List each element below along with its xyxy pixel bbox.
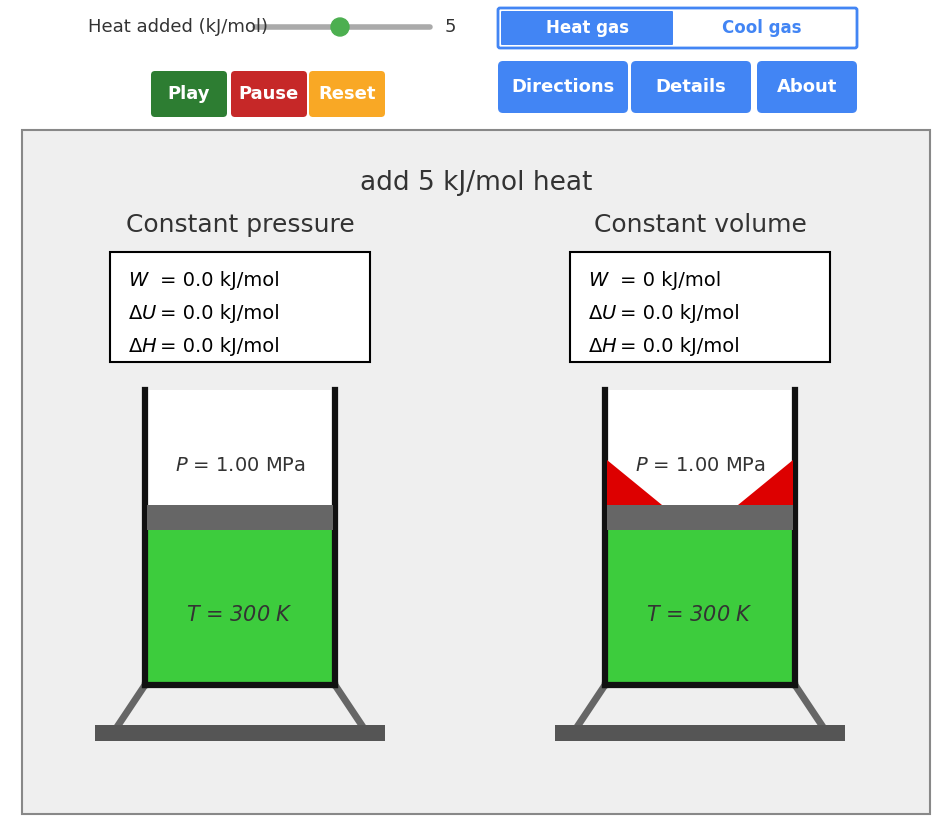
Text: $W$: $W$ xyxy=(588,270,610,289)
Text: $T$ = 300 K: $T$ = 300 K xyxy=(646,605,754,625)
Bar xyxy=(607,505,793,530)
Text: $\Delta U$: $\Delta U$ xyxy=(588,303,617,322)
FancyBboxPatch shape xyxy=(231,71,307,117)
Text: = 0 kJ/mol: = 0 kJ/mol xyxy=(620,270,722,289)
Polygon shape xyxy=(607,460,662,505)
Bar xyxy=(607,530,793,685)
Circle shape xyxy=(331,18,349,36)
Text: = 0.0 kJ/mol: = 0.0 kJ/mol xyxy=(160,270,280,289)
FancyBboxPatch shape xyxy=(309,71,385,117)
FancyBboxPatch shape xyxy=(22,130,930,814)
Bar xyxy=(607,390,793,685)
FancyBboxPatch shape xyxy=(570,252,830,362)
FancyBboxPatch shape xyxy=(501,11,673,45)
Text: 5: 5 xyxy=(445,18,457,36)
Text: Play: Play xyxy=(168,85,210,103)
Text: $P$ = 1.00 MPa: $P$ = 1.00 MPa xyxy=(635,456,765,475)
FancyBboxPatch shape xyxy=(110,252,370,362)
FancyBboxPatch shape xyxy=(151,71,227,117)
Text: Constant volume: Constant volume xyxy=(593,213,806,237)
Text: add 5 kJ/mol heat: add 5 kJ/mol heat xyxy=(360,170,592,196)
Text: $P$ = 1.00 MPa: $P$ = 1.00 MPa xyxy=(174,456,306,475)
Text: Cool gas: Cool gas xyxy=(723,19,802,37)
Text: Details: Details xyxy=(656,78,726,96)
Text: Heat gas: Heat gas xyxy=(545,19,628,37)
Text: $\Delta U$: $\Delta U$ xyxy=(128,303,157,322)
Text: Constant pressure: Constant pressure xyxy=(126,213,354,237)
Text: = 0.0 kJ/mol: = 0.0 kJ/mol xyxy=(160,336,280,355)
Text: $W$: $W$ xyxy=(128,270,149,289)
Text: $\Delta H$: $\Delta H$ xyxy=(588,336,618,355)
Polygon shape xyxy=(738,460,793,505)
Text: = 0.0 kJ/mol: = 0.0 kJ/mol xyxy=(620,303,740,322)
Text: Directions: Directions xyxy=(511,78,615,96)
Text: Heat added (kJ/mol): Heat added (kJ/mol) xyxy=(88,18,268,36)
Text: Reset: Reset xyxy=(318,85,376,103)
Bar xyxy=(147,390,333,685)
Bar xyxy=(95,725,385,741)
Bar xyxy=(555,725,845,741)
Text: Pause: Pause xyxy=(239,85,299,103)
Text: = 0.0 kJ/mol: = 0.0 kJ/mol xyxy=(620,336,740,355)
FancyBboxPatch shape xyxy=(757,61,857,113)
Text: $\Delta H$: $\Delta H$ xyxy=(128,336,157,355)
Bar xyxy=(147,530,333,685)
FancyBboxPatch shape xyxy=(498,8,857,48)
Text: = 0.0 kJ/mol: = 0.0 kJ/mol xyxy=(160,303,280,322)
Text: About: About xyxy=(777,78,837,96)
Bar xyxy=(147,505,333,530)
FancyBboxPatch shape xyxy=(498,61,628,113)
Text: $T$ = 300 K: $T$ = 300 K xyxy=(187,605,293,625)
FancyBboxPatch shape xyxy=(631,61,751,113)
